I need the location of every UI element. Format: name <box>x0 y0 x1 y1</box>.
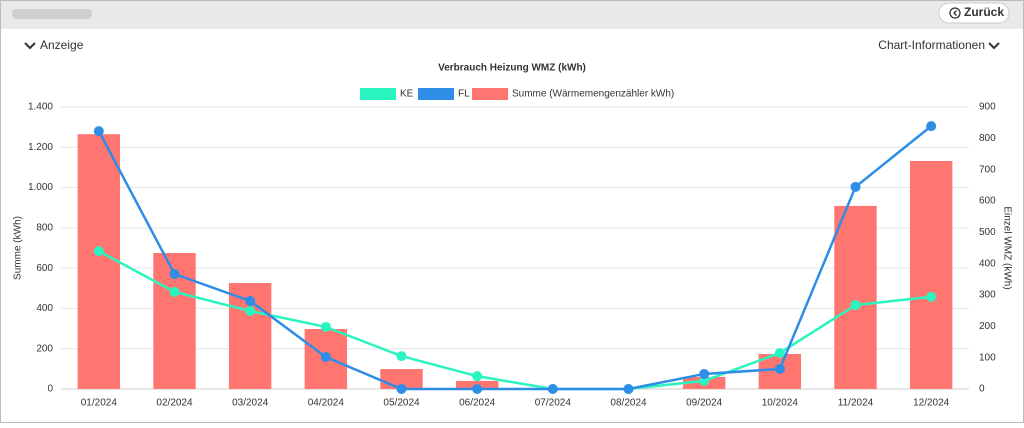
y2-tick-label: 100 <box>979 352 996 363</box>
x-tick-label: 12/2024 <box>913 398 950 409</box>
y-tick-label: 1.400 <box>28 102 53 113</box>
point <box>850 300 861 311</box>
point <box>169 269 180 280</box>
point <box>320 352 331 363</box>
chevron <box>24 42 36 50</box>
point <box>93 246 104 257</box>
y-tick-label: 600 <box>36 263 53 274</box>
y-axis-title: Summe (kWh) <box>13 216 24 280</box>
bar <box>834 205 877 389</box>
header-bar <box>1 1 1023 29</box>
y-tick-label: 1.000 <box>28 182 53 193</box>
point <box>169 286 180 297</box>
y-tick-label: 1.200 <box>28 142 53 153</box>
point <box>320 321 331 332</box>
y2-tick-label: 900 <box>979 102 996 113</box>
chart-info-toggle[interactable]: Chart-Informationen <box>878 38 1000 52</box>
point <box>699 375 710 386</box>
legend-swatch <box>472 88 508 100</box>
back-label[interactable]: Zurück <box>964 5 1004 19</box>
display-toggle-label[interactable]: Anzeige <box>40 38 84 52</box>
point <box>623 384 634 394</box>
y2-tick-label: 200 <box>979 321 996 332</box>
point <box>547 384 558 394</box>
y-tick-label: 400 <box>36 303 53 314</box>
legend-label: KE <box>400 89 414 100</box>
legend-label: Summe (Wärmemengenzähler kWh) <box>512 89 674 100</box>
x-tick-label: 11/2024 <box>838 398 874 409</box>
line <box>98 250 932 391</box>
point <box>472 371 483 382</box>
point <box>850 181 861 192</box>
legend-label: FL <box>458 89 470 100</box>
y-tick-label: 200 <box>36 343 53 354</box>
point <box>774 347 785 358</box>
chart-info-label[interactable]: Chart-Informationen <box>878 38 985 52</box>
back-icon <box>949 7 961 19</box>
x-tick-label: 10/2024 <box>762 398 799 409</box>
x-tick-label: 05/2024 <box>383 398 420 409</box>
point <box>245 295 256 306</box>
y2-tick-label: 800 <box>979 133 996 144</box>
x-tick-label: 09/2024 <box>686 398 723 409</box>
x-tick-label: 01/2024 <box>81 398 118 409</box>
point <box>93 126 104 137</box>
x-tick-label: 03/2024 <box>232 398 269 409</box>
point <box>472 384 483 394</box>
x-tick-label: 06/2024 <box>459 398 496 409</box>
y2-axis-title: Einzel WMZ (kWh) <box>1001 206 1012 289</box>
blurred-title <box>12 9 92 19</box>
x-tick-label: 04/2024 <box>308 398 345 409</box>
back-icon-arrow <box>953 10 957 16</box>
y-tick-label: 800 <box>36 222 53 233</box>
display-toggle[interactable]: Anzeige <box>24 38 84 52</box>
chevron <box>988 42 1000 50</box>
point <box>245 305 256 316</box>
y2-tick-label: 600 <box>979 196 996 207</box>
legend-swatch <box>418 88 454 100</box>
point <box>396 351 407 362</box>
y2-tick-label: 400 <box>979 258 996 269</box>
point <box>926 291 937 302</box>
back-button[interactable]: Zurück <box>938 2 1010 24</box>
y2-tick-label: 700 <box>979 164 996 175</box>
x-tick-label: 07/2024 <box>535 398 572 409</box>
point <box>774 363 785 374</box>
line <box>97 125 932 391</box>
legend-swatch <box>360 88 396 100</box>
point <box>396 384 407 394</box>
y-tick-label: 0 <box>47 384 53 395</box>
bar <box>909 160 953 389</box>
bar <box>77 134 121 389</box>
point <box>926 121 937 132</box>
point <box>699 368 710 379</box>
y2-tick-label: 500 <box>979 227 996 238</box>
y2-tick-label: 0 <box>979 384 985 395</box>
x-tick-label: 02/2024 <box>156 398 193 409</box>
chart-title: Verbrauch Heizung WMZ (kWh) <box>438 63 586 74</box>
x-tick-label: 08/2024 <box>610 398 647 409</box>
y2-tick-label: 300 <box>979 290 996 301</box>
